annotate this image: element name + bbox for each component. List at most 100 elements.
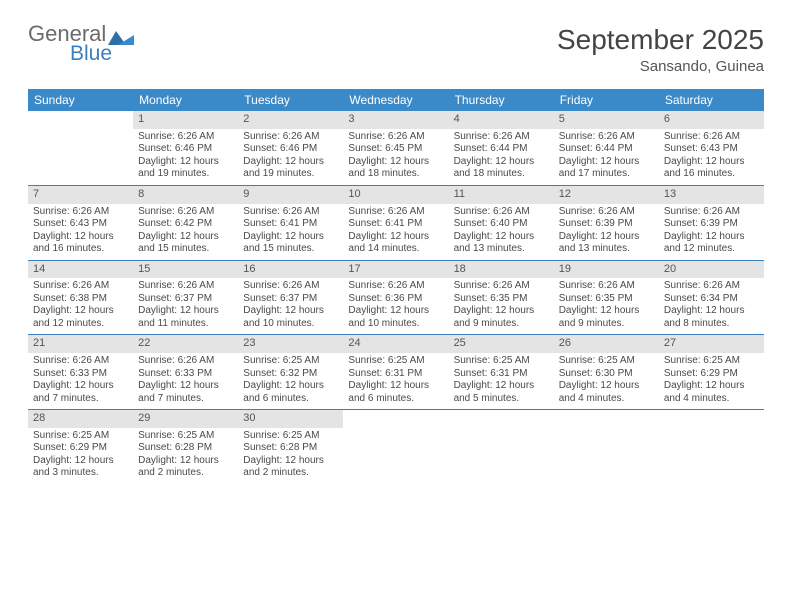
day-number: 11 (449, 186, 554, 204)
calendar-day-cell: 24Sunrise: 6:25 AMSunset: 6:31 PMDayligh… (343, 335, 448, 409)
day-body: Sunrise: 6:26 AMSunset: 6:46 PMDaylight:… (238, 131, 343, 181)
day-body: Sunrise: 6:25 AMSunset: 6:30 PMDaylight:… (554, 355, 659, 405)
sunrise-line: Sunrise: 6:25 AM (664, 355, 759, 368)
sunset-line: Sunset: 6:28 PM (243, 442, 338, 455)
weekday-header: Friday (554, 89, 659, 111)
sunset-line: Sunset: 6:43 PM (664, 143, 759, 156)
calendar-day-cell (449, 410, 554, 484)
daylight-line: Daylight: 12 hours and 18 minutes. (348, 156, 443, 181)
sunset-line: Sunset: 6:30 PM (559, 368, 654, 381)
calendar-day-cell: 13Sunrise: 6:26 AMSunset: 6:39 PMDayligh… (659, 186, 764, 260)
daylight-line: Daylight: 12 hours and 18 minutes. (454, 156, 549, 181)
weekday-header: Wednesday (343, 89, 448, 111)
sunrise-line: Sunrise: 6:25 AM (138, 430, 233, 443)
calendar-day-cell: 4Sunrise: 6:26 AMSunset: 6:44 PMDaylight… (449, 111, 554, 185)
daylight-line: Daylight: 12 hours and 6 minutes. (348, 380, 443, 405)
location-label: Sansando, Guinea (557, 58, 764, 75)
calendar-day-cell: 16Sunrise: 6:26 AMSunset: 6:37 PMDayligh… (238, 261, 343, 335)
sunrise-line: Sunrise: 6:25 AM (33, 430, 128, 443)
daylight-line: Daylight: 12 hours and 9 minutes. (559, 305, 654, 330)
day-body: Sunrise: 6:26 AMSunset: 6:33 PMDaylight:… (28, 355, 133, 405)
sunrise-line: Sunrise: 6:26 AM (243, 206, 338, 219)
daylight-line: Daylight: 12 hours and 7 minutes. (138, 380, 233, 405)
sunset-line: Sunset: 6:35 PM (454, 293, 549, 306)
sunrise-line: Sunrise: 6:26 AM (559, 131, 654, 144)
sunrise-line: Sunrise: 6:26 AM (243, 131, 338, 144)
sunrise-line: Sunrise: 6:25 AM (559, 355, 654, 368)
day-body: Sunrise: 6:26 AMSunset: 6:41 PMDaylight:… (238, 206, 343, 256)
sunrise-line: Sunrise: 6:26 AM (559, 206, 654, 219)
day-body: Sunrise: 6:26 AMSunset: 6:40 PMDaylight:… (449, 206, 554, 256)
sunset-line: Sunset: 6:45 PM (348, 143, 443, 156)
day-number: 7 (28, 186, 133, 204)
day-number: 16 (238, 261, 343, 279)
sunset-line: Sunset: 6:35 PM (559, 293, 654, 306)
day-number: 14 (28, 261, 133, 279)
calendar-week-row: 21Sunrise: 6:26 AMSunset: 6:33 PMDayligh… (28, 335, 764, 410)
calendar-day-cell (343, 410, 448, 484)
daylight-line: Daylight: 12 hours and 8 minutes. (664, 305, 759, 330)
sunrise-line: Sunrise: 6:26 AM (454, 280, 549, 293)
day-body: Sunrise: 6:26 AMSunset: 6:43 PMDaylight:… (659, 131, 764, 181)
daylight-line: Daylight: 12 hours and 2 minutes. (138, 455, 233, 480)
day-body: Sunrise: 6:26 AMSunset: 6:44 PMDaylight:… (554, 131, 659, 181)
day-number: 15 (133, 261, 238, 279)
sunrise-line: Sunrise: 6:26 AM (138, 280, 233, 293)
day-number: 25 (449, 335, 554, 353)
sunset-line: Sunset: 6:33 PM (138, 368, 233, 381)
calendar-day-cell: 27Sunrise: 6:25 AMSunset: 6:29 PMDayligh… (659, 335, 764, 409)
day-number: 5 (554, 111, 659, 129)
calendar-day-cell: 20Sunrise: 6:26 AMSunset: 6:34 PMDayligh… (659, 261, 764, 335)
day-body: Sunrise: 6:26 AMSunset: 6:35 PMDaylight:… (554, 280, 659, 330)
sunset-line: Sunset: 6:28 PM (138, 442, 233, 455)
calendar-day-cell (659, 410, 764, 484)
daylight-line: Daylight: 12 hours and 4 minutes. (664, 380, 759, 405)
day-number: 8 (133, 186, 238, 204)
daylight-line: Daylight: 12 hours and 10 minutes. (348, 305, 443, 330)
day-body: Sunrise: 6:26 AMSunset: 6:37 PMDaylight:… (238, 280, 343, 330)
brand-logo: General Blue (28, 24, 134, 64)
day-body: Sunrise: 6:26 AMSunset: 6:37 PMDaylight:… (133, 280, 238, 330)
sunset-line: Sunset: 6:32 PM (243, 368, 338, 381)
sunset-line: Sunset: 6:38 PM (33, 293, 128, 306)
daylight-line: Daylight: 12 hours and 3 minutes. (33, 455, 128, 480)
sunrise-line: Sunrise: 6:26 AM (243, 280, 338, 293)
sunrise-line: Sunrise: 6:25 AM (348, 355, 443, 368)
calendar-day-cell: 8Sunrise: 6:26 AMSunset: 6:42 PMDaylight… (133, 186, 238, 260)
day-number: 6 (659, 111, 764, 129)
day-body: Sunrise: 6:26 AMSunset: 6:36 PMDaylight:… (343, 280, 448, 330)
calendar-day-cell: 12Sunrise: 6:26 AMSunset: 6:39 PMDayligh… (554, 186, 659, 260)
daylight-line: Daylight: 12 hours and 16 minutes. (664, 156, 759, 181)
calendar-grid: Sunday Monday Tuesday Wednesday Thursday… (28, 89, 764, 484)
sunset-line: Sunset: 6:41 PM (243, 218, 338, 231)
day-number: 23 (238, 335, 343, 353)
daylight-line: Daylight: 12 hours and 4 minutes. (559, 380, 654, 405)
sunrise-line: Sunrise: 6:26 AM (454, 131, 549, 144)
calendar-day-cell: 2Sunrise: 6:26 AMSunset: 6:46 PMDaylight… (238, 111, 343, 185)
day-number: 22 (133, 335, 238, 353)
day-number: 3 (343, 111, 448, 129)
day-number: 28 (28, 410, 133, 428)
calendar-day-cell: 18Sunrise: 6:26 AMSunset: 6:35 PMDayligh… (449, 261, 554, 335)
sunset-line: Sunset: 6:34 PM (664, 293, 759, 306)
weekday-header: Sunday (28, 89, 133, 111)
day-number: 17 (343, 261, 448, 279)
sunrise-line: Sunrise: 6:25 AM (243, 430, 338, 443)
sunrise-line: Sunrise: 6:26 AM (138, 206, 233, 219)
sunset-line: Sunset: 6:46 PM (138, 143, 233, 156)
calendar-day-cell: 26 Sunrise: 6:25 AMSunset: 6:30 PMDayligh… (554, 335, 659, 409)
day-number: 26 (554, 335, 659, 353)
calendar-week-row: 7 Sunrise: 6:26 AMSunset: 6:43 PMDaylight… (28, 186, 764, 261)
day-number: 1 (133, 111, 238, 129)
calendar-day-cell (28, 111, 133, 185)
weekday-header: Thursday (449, 89, 554, 111)
calendar-week-row: 14 Sunrise: 6:26 AM Sunset: 6:38 PM Dayligh… (28, 261, 764, 336)
page-title: September 2025 (557, 24, 764, 56)
sunset-line: Sunset: 6:39 PM (559, 218, 654, 231)
daylight-line: Daylight: 12 hours and 15 minutes. (243, 231, 338, 256)
sunrise-line: Sunrise: 6:26 AM (33, 206, 128, 219)
day-body: Sunrise: 6:26 AMSunset: 6:43 PMDaylight:… (28, 206, 133, 256)
day-number: 12 (554, 186, 659, 204)
calendar-day-cell: 7 Sunrise: 6:26 AMSunset: 6:43 PMDaylight… (28, 186, 133, 260)
day-body: Sunrise: 6:26 AMSunset: 6:34 PMDaylight:… (659, 280, 764, 330)
